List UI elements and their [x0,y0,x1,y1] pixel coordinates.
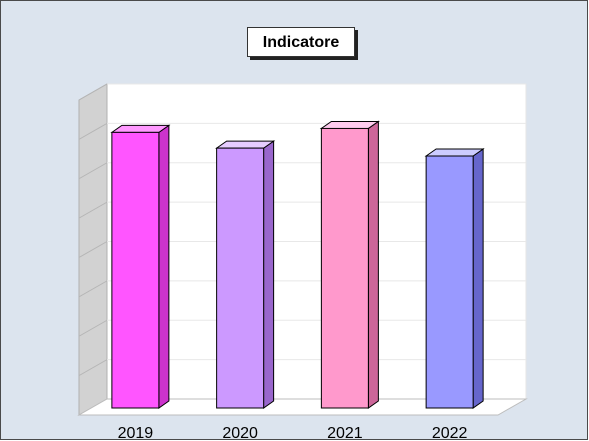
gridline-side [78,359,108,377]
bar-side-2019 [158,124,170,409]
bar-top-2019 [110,124,171,133]
x-tick-label-2021: 2021 [327,425,363,440]
floor [77,398,528,416]
bar-2022 [425,155,474,409]
gridline-side [78,319,108,337]
gridline-side [78,280,108,298]
chart-title: Indicatore [247,27,355,57]
gridline-side [78,83,108,101]
x-tick-label-2020: 2020 [222,425,258,440]
bar-top-2020 [215,140,276,149]
bar-side-2022 [472,148,484,409]
bar-2021 [320,127,369,409]
gridline-side [78,241,108,258]
bar-side-2020 [263,140,275,409]
bar-side-2021 [367,120,379,409]
bar-2019 [111,131,160,409]
gridline-side [78,201,108,219]
bar-2020 [216,147,265,409]
gridline-side [78,162,108,180]
bar-top-2021 [319,120,380,129]
x-tick-label-2019: 2019 [118,425,154,440]
x-tick-label-2022: 2022 [432,425,468,440]
gridline-side [78,122,108,140]
bar-top-2022 [424,148,485,157]
